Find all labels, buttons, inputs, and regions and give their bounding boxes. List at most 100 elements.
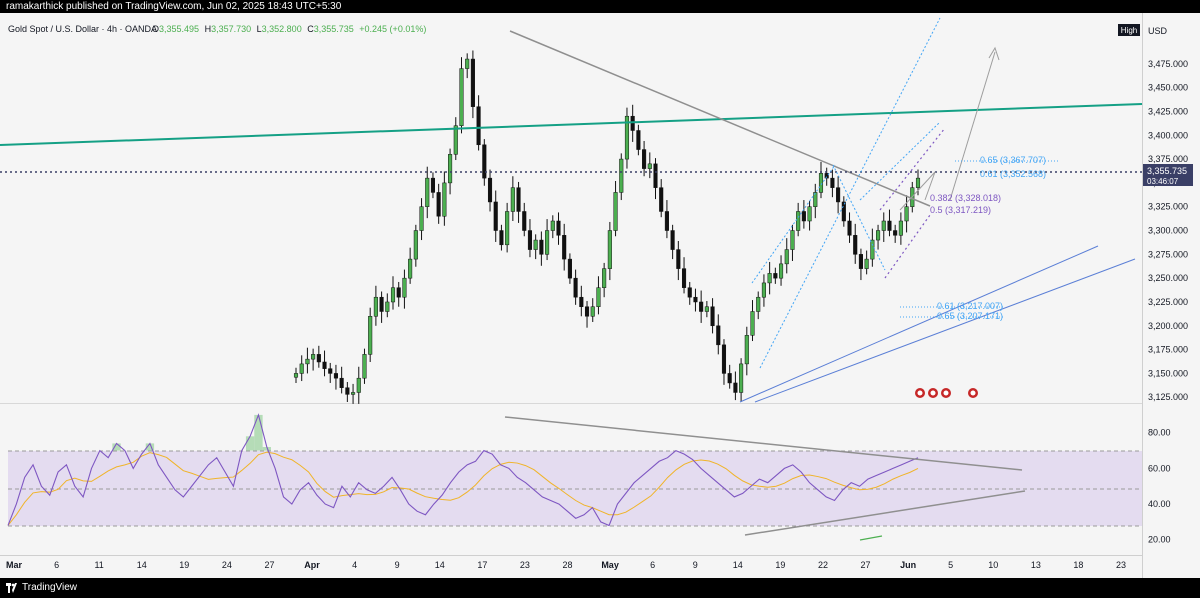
candle-body bbox=[807, 206, 812, 222]
rsi-tick-label: 60.00 bbox=[1148, 463, 1171, 473]
candle-body bbox=[619, 158, 624, 193]
wedge-upper-blue bbox=[859, 121, 941, 201]
candle-body bbox=[573, 277, 578, 298]
event-marker-flag-icon[interactable] bbox=[915, 388, 925, 398]
candle-body bbox=[533, 239, 538, 250]
current-price-badge bbox=[1143, 164, 1193, 186]
candle-body bbox=[704, 306, 709, 312]
price-tick-label: 3,475.000 bbox=[1148, 59, 1188, 69]
rsi-overbought-fill bbox=[254, 414, 263, 451]
candle-body bbox=[813, 192, 818, 207]
candle-body bbox=[499, 230, 504, 246]
price-tick-label: 3,425.000 bbox=[1148, 106, 1188, 116]
candle-body bbox=[356, 377, 361, 393]
candle-body bbox=[459, 68, 464, 126]
time-tick-label: 28 bbox=[562, 560, 572, 570]
chart-area[interactable]: 0.65 (3,367.707) 0.61 (3,352.568) 0.382 … bbox=[0, 0, 1200, 578]
candle-body bbox=[630, 115, 635, 131]
rsi-overbought-fill bbox=[262, 447, 271, 451]
event-marker-flag-icon[interactable] bbox=[968, 388, 978, 398]
candle-body bbox=[402, 277, 407, 298]
candle-body bbox=[396, 287, 401, 298]
candle-body bbox=[493, 201, 498, 231]
candle-body bbox=[710, 306, 715, 327]
candle-body bbox=[693, 296, 698, 303]
tradingview-logo-icon bbox=[6, 583, 17, 593]
candle-body bbox=[830, 177, 835, 188]
price-axis[interactable]: 3,475.000 3,450.000 3,425.000 3,400.000 3,37… bbox=[1148, 59, 1188, 402]
candle-body bbox=[510, 187, 515, 212]
candle-body bbox=[539, 239, 544, 255]
high-button-label: High bbox=[1121, 26, 1137, 35]
blue-channel-upper bbox=[759, 17, 941, 369]
fib-label: 0.61 (3,352.568) bbox=[980, 169, 1046, 179]
candle-body bbox=[465, 58, 470, 69]
candle-body bbox=[351, 392, 356, 395]
candle-body bbox=[328, 368, 333, 374]
price-tick-label: 3,450.000 bbox=[1148, 83, 1188, 93]
time-tick-label: 10 bbox=[988, 560, 998, 570]
candle-body bbox=[881, 220, 886, 231]
publisher-bar: ramakarthick published on TradingView.co… bbox=[0, 0, 1200, 13]
rsi-ascending-line bbox=[744, 490, 1026, 536]
candle-body bbox=[624, 115, 630, 160]
candle-body bbox=[590, 306, 595, 317]
candle-body bbox=[373, 296, 378, 317]
event-marker-flag-icon[interactable] bbox=[941, 388, 951, 398]
candle-body bbox=[733, 382, 738, 393]
blue-support-line-2 bbox=[754, 258, 1136, 403]
candle-body bbox=[750, 311, 755, 336]
candle-body bbox=[602, 268, 607, 288]
price-tick-label: 3,400.000 bbox=[1148, 130, 1188, 140]
candle-body bbox=[448, 154, 453, 184]
event-marker-flag-icon[interactable] bbox=[928, 388, 938, 398]
candle-body bbox=[453, 125, 458, 155]
rsi-tick-label: 40.00 bbox=[1148, 499, 1171, 509]
candle-body bbox=[836, 187, 841, 203]
candle-body bbox=[767, 273, 772, 284]
high-button[interactable] bbox=[1118, 24, 1140, 36]
candle-body bbox=[436, 192, 441, 217]
candle-body bbox=[333, 373, 338, 379]
price-tick-label: 3,125.000 bbox=[1148, 392, 1188, 402]
time-tick-label: 14 bbox=[435, 560, 445, 570]
time-axis[interactable]: Mar 6 11 14 19 24 27 Apr 4 9 14 17 23 28 May 6 9 14 19 22 27… bbox=[6, 560, 1126, 570]
rsi-tick-label: 20.00 bbox=[1148, 535, 1171, 545]
candle-body bbox=[584, 306, 590, 317]
rsi-mini-green-line bbox=[859, 535, 883, 541]
candles-group bbox=[293, 50, 921, 404]
blue-channel-lower bbox=[751, 164, 836, 284]
candle-body bbox=[470, 58, 475, 107]
candle-body bbox=[339, 377, 344, 388]
time-tick-label: Jun bbox=[900, 560, 916, 570]
candle-body bbox=[664, 211, 669, 231]
time-tick-label: 9 bbox=[395, 560, 400, 570]
rsi-tick-label: 80.00 bbox=[1148, 428, 1171, 438]
candle-body bbox=[790, 230, 795, 250]
candle-body bbox=[408, 258, 413, 279]
candle-body bbox=[756, 296, 761, 312]
footer-brand: TradingView bbox=[22, 582, 78, 593]
time-tick-label: 24 bbox=[222, 560, 232, 570]
time-tick-label: 23 bbox=[520, 560, 530, 570]
time-tick-label: Mar bbox=[6, 560, 23, 570]
rsi-axis[interactable]: 80.00 60.00 40.00 20.00 bbox=[1148, 428, 1171, 545]
candle-body bbox=[487, 177, 493, 203]
candle-body bbox=[425, 177, 430, 207]
rsi-descending-line bbox=[504, 416, 1023, 471]
candle-body bbox=[915, 177, 921, 188]
time-tick-label: 9 bbox=[693, 560, 698, 570]
candle-body bbox=[676, 249, 681, 269]
fib-label: 0.5 (3,317.219) bbox=[930, 205, 991, 215]
candle-body bbox=[778, 263, 784, 279]
candle-body bbox=[550, 220, 555, 231]
time-tick-label: 5 bbox=[948, 560, 953, 570]
time-tick-label: 17 bbox=[477, 560, 487, 570]
candle-body bbox=[870, 239, 875, 260]
candle-body bbox=[716, 325, 721, 346]
rsi-overbought-fill bbox=[112, 443, 121, 451]
time-tick-label: 23 bbox=[1116, 560, 1126, 570]
time-tick-label: 11 bbox=[94, 560, 103, 570]
rsi-line bbox=[7, 413, 919, 527]
candle-body bbox=[887, 220, 892, 231]
